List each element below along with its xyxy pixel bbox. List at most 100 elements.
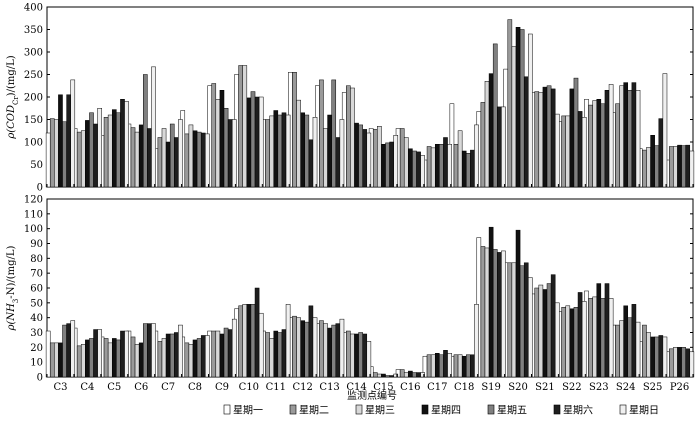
bar-nh3n-C4-s7 <box>97 329 102 378</box>
bar-nh3n-S24-s6 <box>631 304 637 378</box>
bar-nh3n-S23-s3 <box>592 296 597 378</box>
bar-cod-C5-s6 <box>120 99 125 188</box>
bar-nh3n-C10-s5 <box>250 304 256 378</box>
bar-nh3n-S19-s4 <box>488 226 494 378</box>
bar-cod-C18-s3 <box>457 130 463 188</box>
bar-cod-C10-s3 <box>242 65 248 188</box>
bar-nh3n-P26-s3 <box>673 347 678 378</box>
bar-nh3n-C17-s7 <box>447 353 452 378</box>
bar-nh3n-S21-s2 <box>534 287 540 378</box>
bar-nh3n-S20-s7 <box>528 277 533 378</box>
bar-cod-C6-s2 <box>130 127 136 188</box>
bar-nh3n-S22-s2 <box>561 307 566 378</box>
bar-cod-C18-s7 <box>474 124 479 188</box>
category-axis-labels: C3 C4 C5 C6 C7 C8 C9 C10 C11 C12 C13 C14 C15 C16 C17 C1… <box>53 382 689 393</box>
bar-nh3n-C9-s3 <box>215 330 221 378</box>
bar-nh3n-S23-s7 <box>608 298 614 378</box>
y-tick-label: 60 <box>30 284 43 295</box>
bar-nh3n-C10-s2 <box>238 305 243 378</box>
bar-nh3n-S19-s5 <box>492 249 498 378</box>
bar-cod-C11-s2 <box>265 119 270 188</box>
bar-nh3n-C8-s4 <box>192 339 198 378</box>
bar-cod-C6-s3 <box>134 131 140 188</box>
bar-cod-C15-s3 <box>377 126 382 188</box>
bar-nh3n-C14-s4 <box>354 333 359 378</box>
y-tick-label: 70 <box>30 269 43 280</box>
bar-nh3n-C10-s6 <box>254 287 260 378</box>
bar-cod-S20-s4 <box>515 27 521 188</box>
bar-nh3n-S22-s4 <box>569 308 575 378</box>
bar-nh3n-S23-s5 <box>600 298 606 378</box>
category-label-C18: C18 <box>454 382 474 393</box>
bar-nh3n-C17-s3 <box>430 354 436 378</box>
bar-cod-P26-s5 <box>681 145 686 188</box>
bar-cod-S24-s3 <box>619 85 624 188</box>
bar-nh3n-C3-s4 <box>58 342 63 378</box>
bar-cod-C3-s5 <box>62 121 67 188</box>
legend-swatch-4 <box>421 404 429 415</box>
bar-cod-C4-s7 <box>97 108 102 188</box>
bar-cod-S20-s2 <box>507 19 513 188</box>
legend-label-3: 星期三 <box>365 405 395 417</box>
bar-cod-C16-s6 <box>416 151 421 188</box>
bar-cod-S25-s3 <box>646 147 651 188</box>
bar-cod-C10-s7 <box>258 96 264 188</box>
bar-nh3n-C5-s3 <box>107 342 113 378</box>
bar-nh3n-S23-s6 <box>604 283 610 378</box>
bar-nh3n-S25-s6 <box>658 335 664 378</box>
bar-nh3n-C13-s3 <box>323 323 328 378</box>
bar-cod-C5-s3 <box>107 114 113 188</box>
bar-cod-C7-s7 <box>178 119 183 188</box>
bar-nh3n-C9-s5 <box>223 327 229 378</box>
bar-cod-C13-s2 <box>319 79 324 188</box>
category-label-S25: S25 <box>643 382 663 393</box>
bar-nh3n-S20-s3 <box>511 262 517 378</box>
bar-cod-S19-s5 <box>492 43 498 188</box>
bar-nh3n-C18-s2 <box>453 354 459 378</box>
bar-nh3n-S25-s4 <box>650 336 655 378</box>
bar-nh3n-C6-s6 <box>147 323 152 378</box>
bar-nh3n-C7-s2 <box>157 341 163 378</box>
y-tick-label: 350 <box>24 25 43 36</box>
category-label-S24: S24 <box>616 382 636 393</box>
bar-cod-C4-s2 <box>76 131 82 188</box>
bar-nh3n-S20-s6 <box>523 262 529 378</box>
bar-cod-S21-s5 <box>546 85 552 188</box>
bar-nh3n-C13-s7 <box>339 318 345 378</box>
bar-nh3n-C16-s5 <box>412 372 417 378</box>
bar-nh3n-P26-s4 <box>677 347 682 378</box>
category-label-C4: C4 <box>80 382 94 393</box>
bar-nh3n-S22-s5 <box>573 307 579 378</box>
category-label-S20: S20 <box>508 382 528 393</box>
y-tick-label: 50 <box>30 298 43 309</box>
bar-nh3n-C8-s3 <box>188 344 194 378</box>
bar-cod-C16-s7 <box>420 155 425 188</box>
bar-cod-S22-s6 <box>577 111 583 188</box>
bar-nh3n-C4-s2 <box>76 345 82 378</box>
bar-cod-S20-s6 <box>523 76 529 188</box>
y-axis-title: ρ(NH3-N)/(mg/L) <box>6 245 20 331</box>
bar-nh3n-C7-s3 <box>161 338 167 378</box>
bar-nh3n-C12-s3 <box>296 317 301 378</box>
bar-cod-C11-s4 <box>273 110 279 188</box>
bar-nh3n-C3-s5 <box>62 324 67 378</box>
bar-nh3n-C10-s7 <box>258 312 264 378</box>
bar-nh3n-C8-s2 <box>184 342 190 378</box>
bar-cod-C8-s2 <box>184 133 190 188</box>
bar-cod-S23-s4 <box>596 99 602 188</box>
bar-cod-S25-s5 <box>654 145 660 188</box>
bar-cod-C9-s5 <box>223 108 229 188</box>
bar-nh3n-C14-s6 <box>362 333 368 378</box>
bar-cod-S25-s6 <box>658 118 664 188</box>
bar-nh3n-C11-s5 <box>277 332 283 378</box>
y-tick-label: 110 <box>24 209 43 220</box>
bar-cod-S23-s2 <box>588 104 593 188</box>
legend-swatch-5 <box>487 404 495 415</box>
bar-nh3n-S24-s3 <box>619 320 624 378</box>
bar-cod-C15-s7 <box>393 135 399 188</box>
bar-cod-P26-s4 <box>677 144 682 188</box>
legend-label-7: 星期日 <box>629 405 659 417</box>
bar-nh3n-P26-s5 <box>681 347 686 378</box>
bar-nh3n-C9-s4 <box>219 333 225 378</box>
